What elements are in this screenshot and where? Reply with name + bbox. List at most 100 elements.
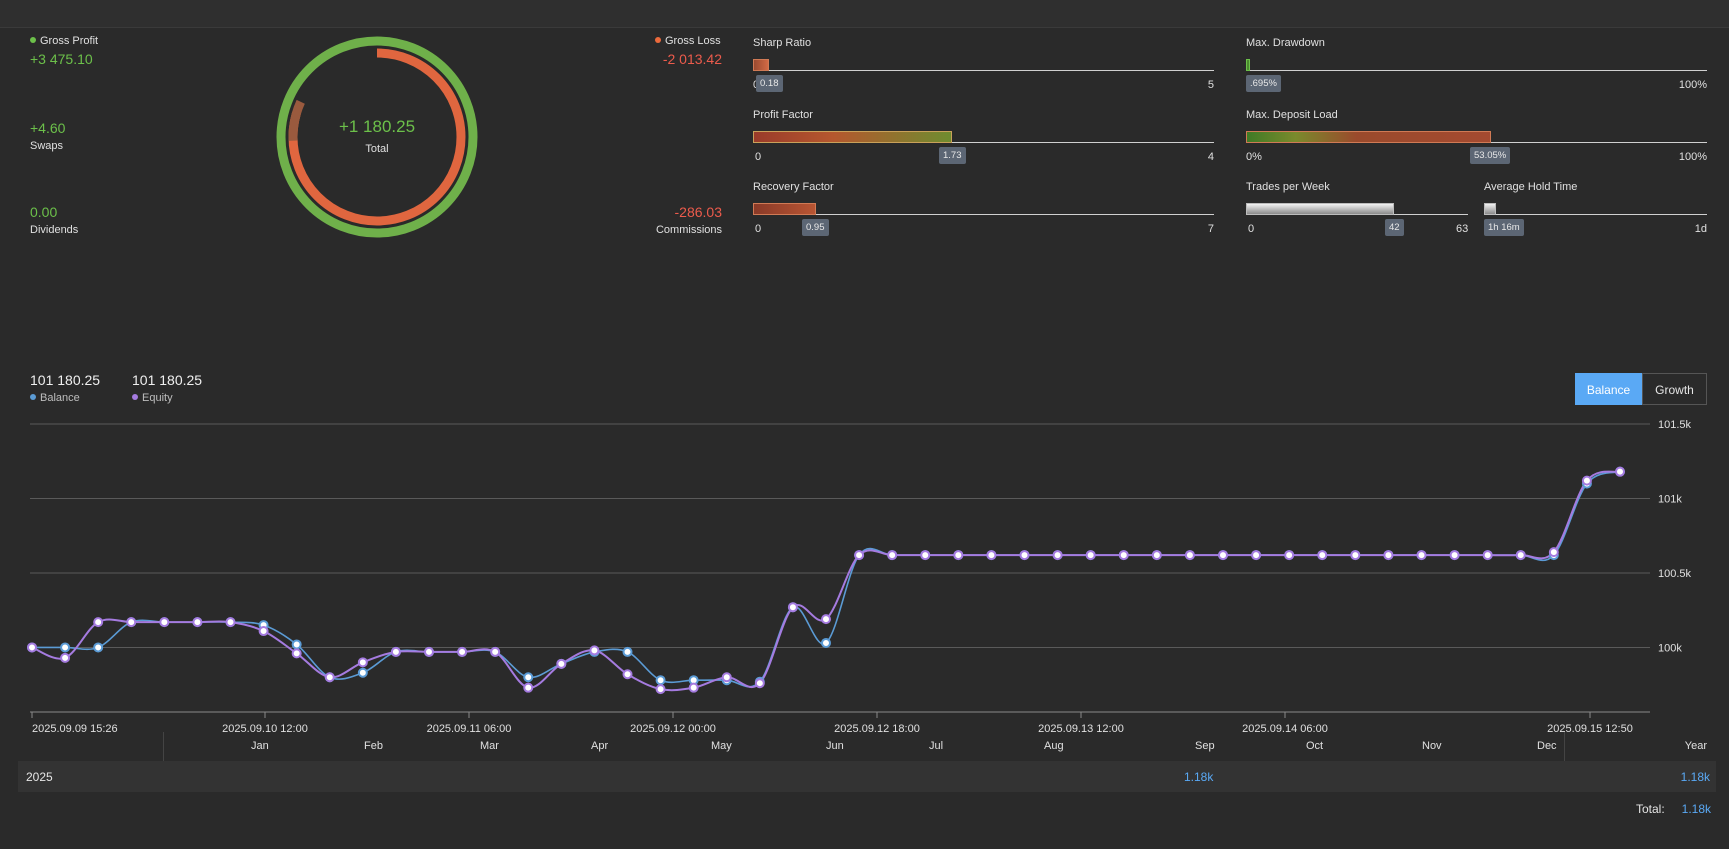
equity-point[interactable]: [457, 646, 468, 657]
equity-point[interactable]: [324, 672, 335, 683]
avg-hold-time-max: 1d: [1694, 223, 1707, 235]
max-drawdown-max: 100%: [1678, 79, 1707, 91]
max-drawdown-title: Max. Drawdown: [1246, 37, 1325, 49]
equity-point[interactable]: [1515, 550, 1526, 561]
avg-hold-time-title: Average Hold Time: [1484, 181, 1578, 193]
total-label: Total:: [1636, 802, 1665, 816]
profit-factor-bar: [753, 131, 952, 143]
equity-point[interactable]: [93, 617, 104, 628]
total-value: 1.18k: [1681, 802, 1711, 816]
equity-point[interactable]: [1317, 550, 1328, 561]
equity-point[interactable]: [721, 672, 732, 683]
equity-point[interactable]: [688, 682, 699, 693]
trades-per-week-title: Trades per Week: [1246, 181, 1330, 193]
commissions-value: -286.03: [674, 204, 722, 220]
equity-point[interactable]: [655, 684, 666, 695]
equity-point[interactable]: [1085, 550, 1096, 561]
profit-factor-title: Profit Factor: [753, 109, 813, 121]
equity-point[interactable]: [1151, 550, 1162, 561]
equity-point[interactable]: [1615, 466, 1625, 477]
equity-point[interactable]: [1548, 547, 1559, 558]
profit-loss-donut: +1 180.25 Total: [276, 36, 478, 238]
equity-line: [31, 470, 1621, 692]
equity-point[interactable]: [1218, 550, 1228, 561]
x-tick-label: 2025.09.15 12:50: [1547, 723, 1633, 735]
y-tick-label: 100k: [1658, 642, 1682, 654]
month-header-mar: Mar: [480, 740, 499, 752]
profit-factor-max: 4: [1207, 151, 1214, 163]
recovery-factor-track: [753, 214, 1214, 215]
year-total-cell: 1.18k: [1680, 770, 1710, 784]
balance-point[interactable]: [655, 675, 666, 686]
equity-point[interactable]: [1251, 550, 1262, 561]
x-tick-label: 2025.09.12 00:00: [630, 723, 716, 735]
equity-point[interactable]: [887, 550, 898, 561]
equity-point[interactable]: [953, 550, 964, 561]
equity-point[interactable]: [357, 657, 368, 668]
equity-point[interactable]: [920, 550, 931, 561]
equity-point[interactable]: [1118, 550, 1129, 561]
equity-point[interactable]: [126, 617, 137, 628]
equity-point[interactable]: [258, 626, 269, 637]
yearly-year-header: Year: [1684, 740, 1707, 752]
equity-point[interactable]: [523, 682, 534, 693]
max-deposit-load-min: 0%: [1246, 151, 1262, 163]
chart-grid: [30, 423, 1650, 713]
balance-legend-label: Balance: [30, 392, 80, 404]
equity-point[interactable]: [1416, 550, 1427, 561]
top-bar: [0, 0, 1729, 28]
equity-point[interactable]: [622, 669, 633, 680]
equity-point[interactable]: [390, 646, 401, 657]
balance-point[interactable]: [291, 639, 302, 650]
avg-hold-time-track: [1484, 214, 1707, 215]
profit-factor-min: 0: [755, 151, 762, 163]
growth-toggle-button[interactable]: Growth: [1642, 373, 1707, 405]
equity-point[interactable]: [27, 642, 37, 653]
equity-point[interactable]: [424, 646, 434, 657]
table-row: 2025 1.18k 1.18k: [18, 761, 1716, 792]
equity-legend-dot: [132, 394, 138, 401]
equity-point[interactable]: [589, 645, 600, 656]
equity-point[interactable]: [1184, 550, 1195, 561]
balance-point[interactable]: [60, 642, 71, 653]
equity-point[interactable]: [986, 550, 997, 561]
equity-point[interactable]: [159, 617, 170, 628]
balance-point[interactable]: [821, 637, 831, 648]
equity-point[interactable]: [60, 652, 71, 663]
balance-point[interactable]: [93, 642, 104, 653]
equity-point[interactable]: [1284, 550, 1295, 561]
equity-point[interactable]: [754, 678, 765, 689]
equity-point[interactable]: [225, 617, 236, 628]
sharp-ratio-track: [753, 70, 1214, 71]
equity-point[interactable]: [821, 614, 831, 625]
max-drawdown-bar: [1246, 59, 1250, 71]
trades-per-week-max: 63: [1456, 223, 1469, 235]
equity-point[interactable]: [1482, 550, 1493, 561]
equity-point[interactable]: [1052, 550, 1063, 561]
equity-point[interactable]: [490, 646, 501, 657]
month-header-jan: Jan: [251, 740, 269, 752]
profit-factor-tag: 1.73: [939, 147, 966, 164]
balance-point[interactable]: [357, 667, 368, 678]
balance-toggle-button[interactable]: Balance: [1575, 373, 1642, 405]
gross-profit-dot: [30, 37, 36, 44]
x-tick-label: 2025.09.11 06:00: [427, 723, 512, 735]
equity-legend-label: Equity: [132, 392, 173, 404]
equity-point[interactable]: [1449, 550, 1460, 561]
equity-point[interactable]: [1383, 550, 1394, 561]
balance-point[interactable]: [622, 646, 633, 657]
equity-point[interactable]: [1350, 550, 1361, 561]
equity-point[interactable]: [192, 617, 203, 628]
avg-hold-time-tag: 1h 16m: [1484, 219, 1524, 236]
equity-point[interactable]: [1019, 550, 1030, 561]
balance-point[interactable]: [523, 672, 534, 683]
equity-point[interactable]: [854, 550, 865, 561]
equity-point[interactable]: [556, 658, 567, 669]
equity-point[interactable]: [787, 602, 798, 613]
chart-y-axis: 101.5k 101k 100.5k 100k: [1658, 419, 1692, 654]
equity-point[interactable]: [291, 648, 302, 659]
x-tick-label: 2025.09.13 12:00: [1038, 723, 1124, 735]
equity-point[interactable]: [1581, 475, 1592, 486]
recovery-factor-max: 7: [1207, 223, 1214, 235]
